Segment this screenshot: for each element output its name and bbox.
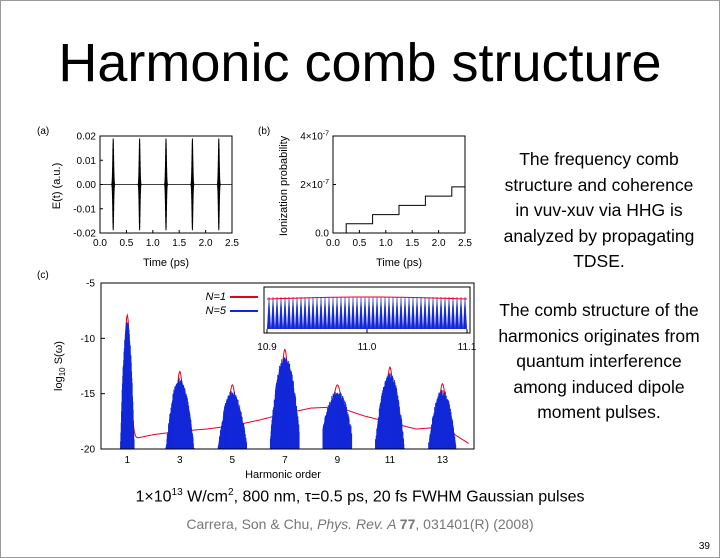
panel-a-field-series	[100, 138, 232, 230]
b-ytick-label: 2×10-7	[300, 179, 329, 191]
a-ytick-label: 0.00	[77, 180, 97, 191]
c-xtick-label: 5	[230, 455, 236, 466]
a-pulse	[138, 138, 141, 230]
a-pulse	[111, 138, 114, 230]
c-ytick-label: -10	[81, 334, 96, 345]
a-xtick-label: 2.0	[199, 238, 213, 249]
legend-n5-label: N=5	[206, 305, 227, 317]
a-xtick-label: 1.0	[146, 238, 160, 249]
inset-xtick-label: 11.1	[458, 342, 477, 353]
inset-xtick-label: 10.9	[257, 342, 277, 353]
c-ytick-label: -15	[81, 389, 96, 400]
panel-c-xlabel: Harmonic order	[245, 469, 321, 481]
b-xtick-label: 2.0	[432, 238, 446, 249]
c-ytick-label: -20	[81, 445, 96, 456]
panel-b-xlabel: Time (ps)	[376, 257, 422, 269]
panel-a-xlabel: Time (ps)	[143, 257, 189, 269]
panel-c-spectra	[120, 315, 469, 449]
panel-a: (a) E(t) (a.u.) Time (ps) 0.0 0.5 1.0 1.5 2.…	[37, 126, 239, 269]
description-text-1: The frequency comb structure and coheren…	[498, 147, 700, 275]
b-xtick-label: 0.5	[352, 238, 366, 249]
panel-c-legend: N=1 N=5	[206, 291, 259, 317]
b-ytick-label: 0.0	[315, 229, 329, 240]
laser-conditions: 1×1013 W/cm2, 800 nm, τ=0.5 ps, 20 fs FW…	[0, 487, 720, 506]
a-xtick-label: 2.5	[225, 238, 239, 249]
page-number: 39	[699, 541, 710, 552]
b-xtick-label: 1.0	[379, 238, 393, 249]
panel-a-label: (a)	[37, 126, 49, 137]
c-xtick-label: 1	[124, 455, 130, 466]
panel-c-label: (c)	[37, 270, 49, 281]
panel-c: (c) log10 S(ω) Harmonic order 1 3 5 7 9 11 13-…	[37, 270, 477, 481]
b-xtick-label: 2.5	[458, 238, 472, 249]
description-text-2: The comb structure of the harmonics orig…	[498, 298, 700, 426]
panel-b-ticks: 0.0 0.5 1.0 1.5 2.0 2.5 4×10-7 2×10-7 0.0	[300, 131, 472, 250]
a-pulse	[164, 138, 167, 230]
a-xtick-label: 0.5	[119, 238, 133, 249]
a-pulse	[191, 138, 194, 230]
a-ytick-label: -0.02	[73, 229, 96, 240]
c-xtick-label: 7	[282, 455, 288, 466]
panel-b: (b) Ionization probability Time (ps) 0.0…	[258, 126, 472, 269]
c-xtick-label: 9	[335, 455, 341, 466]
panel-c-ylabel: log10 S(ω)	[53, 341, 67, 391]
a-ytick-label: 0.01	[77, 156, 97, 167]
inset-frame	[264, 287, 470, 333]
c-ytick-label: -5	[86, 279, 95, 290]
panel-c-inset: 10.9 11.0 11.1	[257, 287, 477, 353]
a-ytick-label: -0.01	[73, 204, 96, 215]
panel-b-ionization-line	[333, 187, 465, 233]
c-xtick-label: 11	[385, 455, 396, 466]
legend-n1-label: N=1	[206, 291, 227, 303]
b-xtick-label: 0.0	[326, 238, 340, 249]
b-ytick-label: 4×10-7	[300, 131, 329, 143]
citation: Carrera, Son & Chu, Phys. Rev. A 77, 031…	[0, 516, 720, 532]
a-pulse	[217, 138, 220, 230]
panel-b-frame	[333, 136, 465, 233]
c-xtick-label: 13	[437, 455, 449, 466]
a-xtick-label: 0.0	[93, 238, 107, 249]
c-xtick-label: 3	[177, 455, 183, 466]
a-ytick-label: 0.02	[77, 132, 97, 143]
a-xtick-label: 1.5	[172, 238, 186, 249]
panel-b-ylabel: Ionization probability	[278, 135, 290, 236]
inset-xtick-label: 11.0	[358, 342, 377, 353]
panel-a-ticks: 0.0 0.5 1.0 1.5 2.0 2.5 0.02 0.01 0.00 -0.01 -0.02	[73, 132, 239, 250]
b-xtick-label: 1.5	[405, 238, 419, 249]
panel-a-ylabel: E(t) (a.u.)	[51, 163, 63, 209]
panel-b-label: (b)	[258, 126, 270, 137]
